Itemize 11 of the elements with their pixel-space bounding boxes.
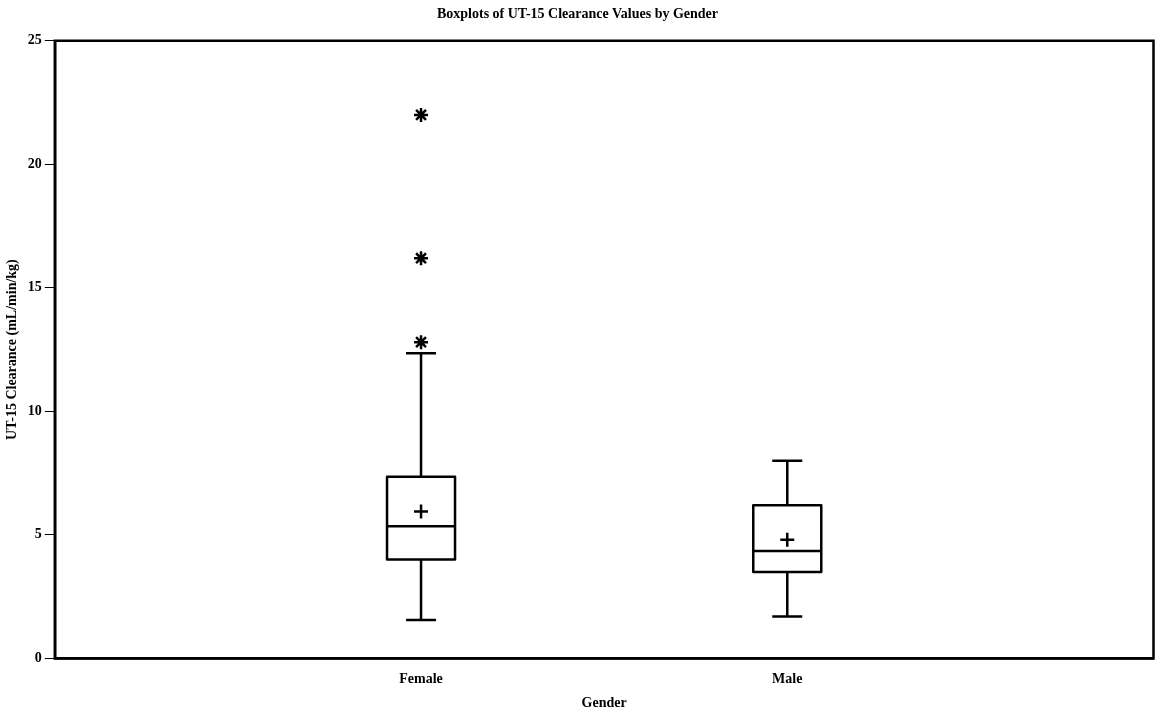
y-axis-title: UT-15 Clearance (mL/min/kg) — [4, 258, 21, 440]
y-tick-label: 20 — [27, 155, 42, 171]
y-tick-label: 5 — [34, 526, 42, 542]
y-tick-label: 25 — [27, 32, 42, 48]
x-tick-label: Female — [399, 671, 443, 687]
y-tick-label: 0 — [34, 650, 42, 666]
y-tick-label: 15 — [27, 279, 42, 295]
x-axis-title: Gender — [581, 695, 627, 711]
x-tick-label: Male — [772, 671, 803, 687]
chart-title: Boxplots of UT-15 Clearance Values by Gender — [436, 6, 719, 22]
y-tick-label: 10 — [27, 402, 42, 418]
